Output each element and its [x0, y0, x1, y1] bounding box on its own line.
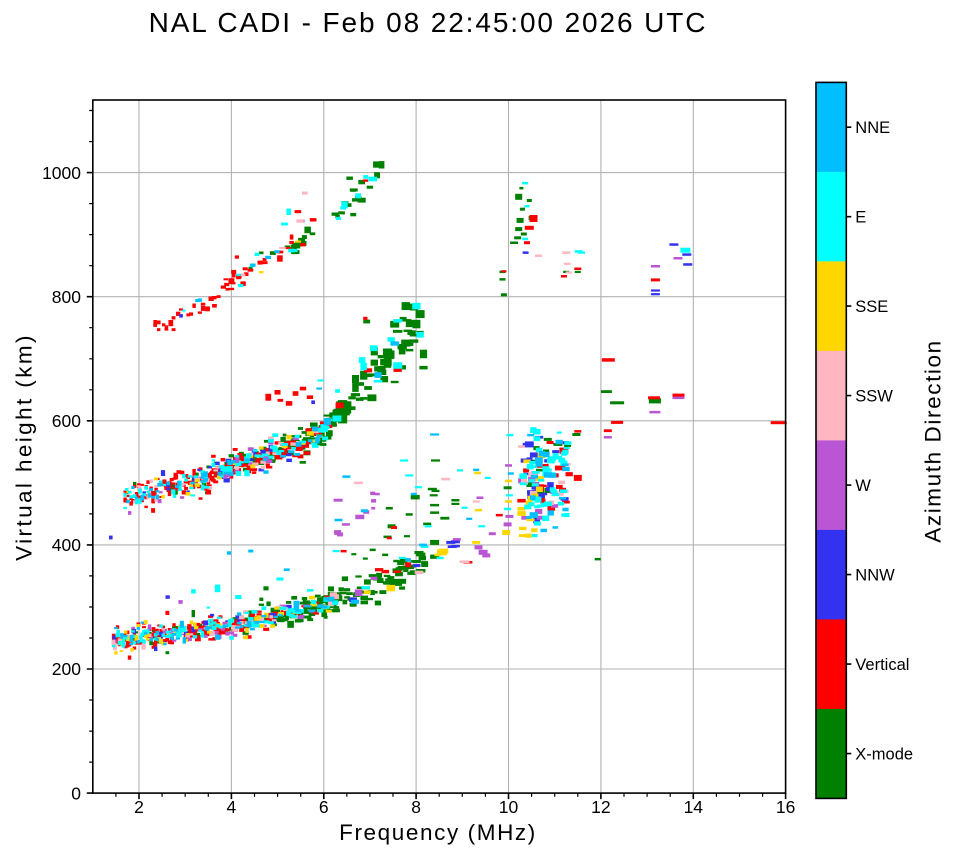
svg-text:SSW: SSW	[855, 387, 893, 405]
svg-text:2: 2	[134, 797, 144, 817]
svg-text:NNW: NNW	[855, 566, 895, 584]
svg-text:SSE: SSE	[855, 298, 888, 316]
svg-text:Frequency (MHz): Frequency (MHz)	[339, 820, 537, 845]
svg-text:400: 400	[52, 535, 81, 555]
svg-text:0: 0	[71, 783, 81, 803]
svg-text:1000: 1000	[42, 163, 81, 183]
svg-text:14: 14	[684, 797, 704, 817]
svg-text:Azimuth Direction: Azimuth Direction	[921, 339, 946, 543]
svg-text:X-mode: X-mode	[855, 745, 913, 763]
svg-text:600: 600	[52, 411, 81, 431]
svg-text:6: 6	[319, 797, 329, 817]
svg-text:4: 4	[227, 797, 237, 817]
svg-text:200: 200	[52, 659, 81, 679]
svg-text:8: 8	[411, 797, 421, 817]
svg-text:NNE: NNE	[855, 119, 890, 137]
svg-text:16: 16	[776, 797, 795, 817]
svg-text:W: W	[855, 477, 871, 495]
svg-text:800: 800	[52, 287, 81, 307]
svg-text:NAL CADI - Feb 08 22:45:00 202: NAL CADI - Feb 08 22:45:00 2026 UTC	[149, 7, 708, 38]
svg-text:E: E	[855, 209, 866, 227]
svg-text:Vertical: Vertical	[855, 656, 909, 674]
svg-text:12: 12	[591, 797, 610, 817]
svg-text:Virtual height (km): Virtual height (km)	[12, 333, 37, 561]
svg-text:10: 10	[499, 797, 519, 817]
